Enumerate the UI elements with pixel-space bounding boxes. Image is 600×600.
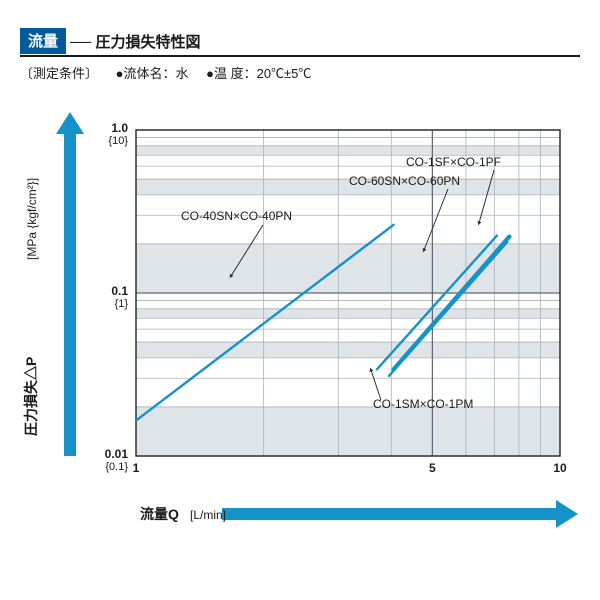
cond-label: 〔測定条件〕 — [20, 66, 98, 81]
y-axis-unit: [MPa {kgf/cm²}] — [25, 178, 39, 260]
x-tick: 5 — [429, 461, 436, 475]
title-underline — [20, 55, 580, 57]
y-axis-label: 圧力損失△P — [23, 357, 39, 436]
series-label: CO-60SN×CO-60PN — [349, 174, 460, 188]
x-tick: 10 — [553, 461, 567, 475]
pressure-loss-chart: CO-40SN×CO-40PN CO-60SN×CO-60PN CO-1SF×CO-… — [16, 98, 584, 568]
cond-fluid: ●流体名：水 — [116, 66, 189, 81]
x-axis-label: 流量Q — [140, 506, 179, 522]
y-tick: 0.1 — [111, 284, 128, 298]
title-chip: 流量 — [20, 28, 66, 54]
x-axis-unit: [L/min] — [190, 508, 226, 522]
y-tick-alt: {10} — [108, 135, 128, 147]
conditions: 〔測定条件〕 ●流体名：水 ●温 度：20℃±5℃ — [20, 63, 584, 82]
x-tick: 1 — [133, 461, 140, 475]
series-label: CO-40SN×CO-40PN — [181, 209, 292, 223]
y-tick: 0.01 — [105, 447, 129, 461]
y-tick-alt: {0.1} — [105, 461, 128, 473]
y-tick-alt: {1} — [115, 298, 129, 310]
cond-temp: ●温 度：20℃±5℃ — [206, 66, 311, 81]
series-label: CO-1SM×CO-1PM — [373, 397, 473, 411]
title-rest: ── 圧力損失特性図 — [66, 31, 200, 52]
y-tick: 1.0 — [111, 121, 128, 135]
series-label: CO-1SF×CO-1PF — [406, 155, 501, 169]
